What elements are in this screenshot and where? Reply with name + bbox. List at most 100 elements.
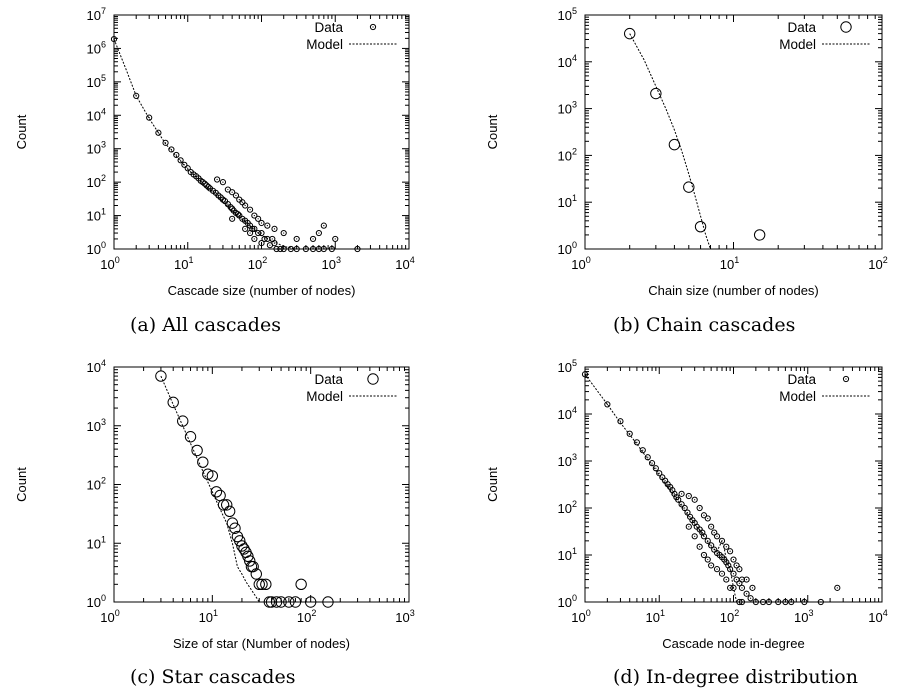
data-point-center [710, 564, 712, 567]
x-tick-label: 102 [720, 608, 739, 625]
y-tick-label: 100 [558, 240, 577, 257]
data-point [293, 245, 300, 253]
data-point [730, 556, 737, 563]
data-point [256, 578, 268, 591]
y-axis-label: Count [14, 114, 29, 149]
data-point-center [253, 214, 255, 217]
data-point [639, 447, 646, 454]
x-tick-label: 100 [571, 608, 590, 625]
data-point-center [710, 544, 712, 547]
data-point [624, 27, 636, 40]
y-tick-label: 106 [87, 39, 106, 56]
y-tick-label: 104 [87, 106, 106, 123]
data-point-center [732, 558, 735, 561]
data-point-center [681, 503, 683, 505]
data-point [146, 114, 153, 121]
data-point [320, 245, 327, 253]
x-axis-label: Cascade size (number of nodes) [168, 283, 356, 298]
data-point-center [707, 540, 709, 542]
data-point-center [231, 191, 233, 193]
panel-caption: (c) Star cascades [130, 666, 295, 688]
data-point [700, 512, 708, 519]
x-tick-label: 102 [868, 255, 887, 272]
data-point-center [183, 164, 185, 166]
data-point [302, 245, 310, 253]
data-point-center [703, 514, 705, 516]
data-point [273, 245, 280, 253]
data-point [217, 499, 230, 511]
data-point [255, 229, 262, 237]
y-tick-label: 104 [87, 358, 106, 375]
data-point [232, 192, 240, 199]
data-point [354, 245, 361, 253]
data-point [205, 183, 212, 191]
y-axis-label: Count [485, 114, 500, 149]
data-point [753, 229, 766, 241]
data-point [242, 225, 249, 232]
data-point [332, 235, 339, 243]
legend-data-label: Data [787, 20, 816, 35]
data-point [650, 87, 662, 100]
data-point-center [209, 187, 211, 189]
y-tick-label: 105 [558, 358, 577, 375]
data-point-center [694, 535, 696, 537]
plot-frame [584, 366, 883, 603]
data-point-center [244, 204, 246, 207]
data-point [817, 598, 824, 606]
data-point [723, 543, 730, 550]
y-tick-label: 101 [87, 207, 106, 224]
y-tick-label: 103 [87, 140, 106, 157]
data-point-center [283, 232, 285, 234]
data-point-center [269, 244, 271, 246]
data-point [727, 566, 734, 573]
data-point-center [703, 554, 705, 556]
x-tick-label: 100 [571, 255, 590, 272]
data-point [213, 176, 221, 183]
model-line [113, 38, 297, 250]
data-point-center [312, 238, 314, 240]
data-point [681, 504, 688, 512]
data-point [723, 559, 730, 566]
data-point [743, 590, 750, 597]
data-point-center [664, 480, 666, 482]
data-point-center [296, 238, 298, 240]
x-tick-label: 103 [322, 255, 341, 272]
y-axis-label: Count [14, 467, 29, 502]
data-point-center [584, 373, 586, 375]
data-point-center [222, 181, 224, 183]
data-point [280, 229, 287, 237]
data-point [322, 596, 334, 608]
data-point [691, 496, 698, 503]
data-point-center [235, 194, 237, 197]
legend-data-marker [367, 373, 379, 385]
data-point-center [244, 228, 246, 230]
data-point [246, 229, 254, 237]
data-point [727, 584, 734, 591]
data-point [246, 206, 254, 213]
data-point-center [725, 561, 727, 563]
data-point [713, 566, 721, 573]
data-point-center [694, 522, 696, 524]
data-point [668, 138, 681, 151]
data-point-center [688, 495, 690, 497]
data-point [315, 229, 322, 237]
data-point-center [323, 225, 325, 227]
data-point-center [658, 472, 660, 474]
data-point-center [691, 519, 694, 521]
data-point [133, 92, 140, 100]
data-point-center [669, 486, 671, 488]
data-point [258, 219, 265, 227]
data-point-center [238, 214, 240, 217]
data-point-center [266, 225, 268, 227]
data-point-center [738, 568, 740, 570]
x-tick-label: 101 [646, 608, 665, 625]
data-point-center [260, 222, 263, 224]
model-line [160, 375, 272, 603]
data-point-center [216, 178, 218, 181]
data-point-center [148, 117, 150, 119]
plot-frame [113, 366, 410, 603]
data-point [678, 490, 685, 497]
data-point [788, 598, 795, 606]
data-point-center [180, 159, 182, 161]
data-point [749, 584, 756, 591]
